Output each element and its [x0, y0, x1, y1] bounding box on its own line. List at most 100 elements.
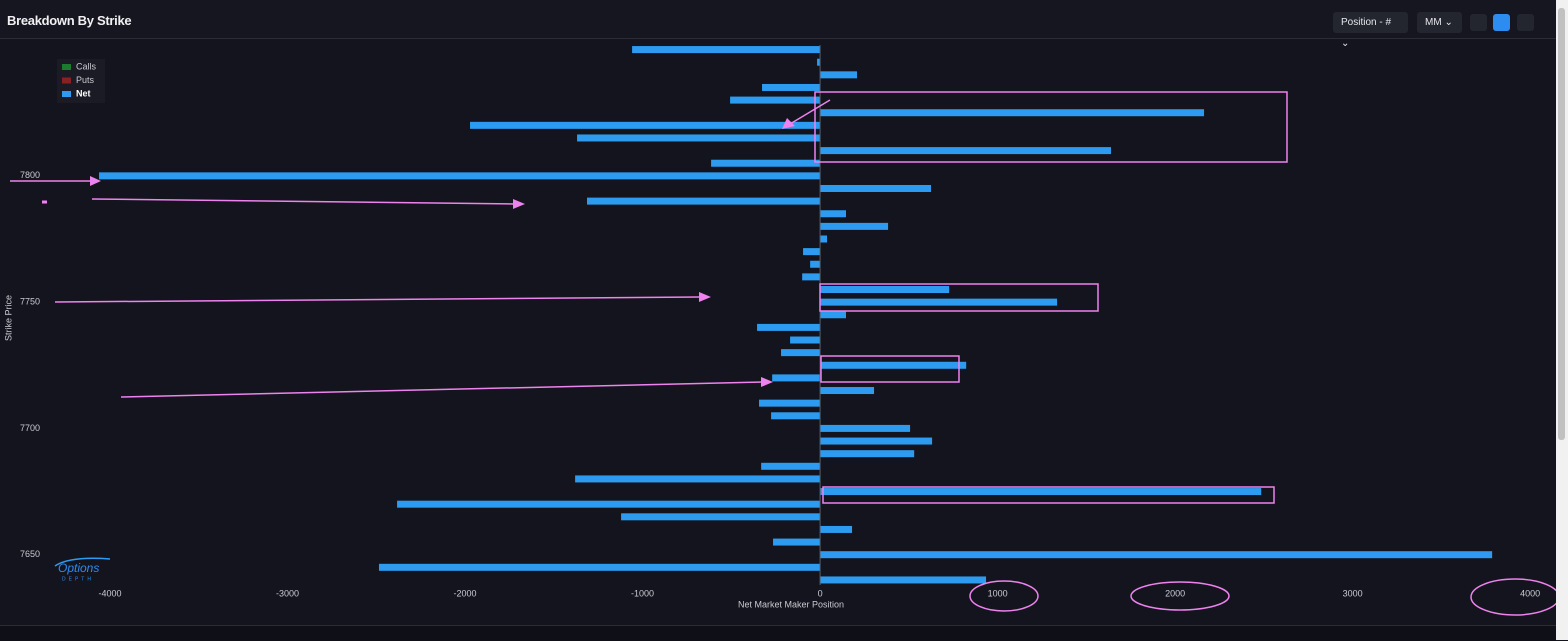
logo: Options DEPTH — [54, 557, 111, 582]
bar — [820, 222, 889, 230]
bar — [820, 576, 987, 584]
bar — [621, 513, 821, 521]
arrowhead — [90, 176, 101, 186]
bar — [802, 273, 821, 281]
bar — [803, 248, 821, 256]
annotation-box — [820, 355, 960, 383]
arrowhead — [699, 292, 711, 302]
annotation-box — [822, 486, 1275, 504]
bar — [632, 46, 821, 54]
legend-swatch — [62, 91, 71, 97]
bar — [762, 83, 821, 91]
bar — [820, 424, 911, 432]
bar — [820, 488, 1262, 496]
annotation-ellipse — [1130, 581, 1230, 611]
bar — [820, 71, 858, 79]
legend: Calls Puts Net — [62, 61, 97, 98]
bar — [730, 96, 821, 104]
footer-bar — [0, 625, 1556, 641]
bar — [470, 121, 821, 129]
y-axis-label: Strike Price — [3, 295, 13, 341]
bar — [820, 109, 1205, 117]
bar — [820, 147, 1112, 155]
mm-dropdown[interactable]: MM ⌄ — [1417, 12, 1462, 33]
annotations — [10, 91, 1556, 616]
bar — [757, 323, 821, 331]
bar — [820, 525, 853, 533]
annotation-ellipse — [1470, 578, 1556, 616]
panel-title: Breakdown By Strike — [7, 13, 132, 28]
x-tick-label: 1000 — [988, 588, 1008, 598]
y-tick-label: 7800 — [20, 170, 40, 180]
x-tick-label: -2000 — [454, 588, 477, 598]
bar — [575, 475, 821, 483]
bar — [820, 210, 847, 218]
bar — [820, 387, 875, 395]
logo-subtext: DEPTH — [62, 576, 94, 582]
fullscreen-button[interactable] — [1517, 14, 1534, 31]
y-tick-label: 7750 — [20, 297, 40, 307]
annotation-arrow — [91, 198, 516, 205]
annotation-arrow — [789, 99, 831, 125]
bar — [820, 450, 915, 458]
bar — [790, 336, 821, 344]
bar — [711, 159, 821, 167]
annotation-ellipse — [969, 580, 1039, 612]
bar — [772, 374, 821, 382]
x-tick-label: -4000 — [99, 588, 122, 598]
settings-button[interactable] — [1470, 14, 1487, 31]
bar — [378, 563, 821, 571]
bar — [397, 500, 821, 508]
annotation-arrow — [120, 381, 764, 398]
arrowhead — [782, 118, 795, 129]
logo-text: Options — [58, 561, 99, 575]
bar — [761, 462, 821, 470]
link-button[interactable] — [1493, 14, 1510, 31]
x-tick-label: 0 — [818, 588, 823, 598]
legend-swatch — [62, 64, 71, 70]
plot-area: -4000 -3000 -2000 -1000 0 1000 2000 3000 4000 765… — [20, 45, 1540, 598]
legend-label: Net — [76, 88, 91, 98]
scrollbar-thumb[interactable] — [1558, 8, 1565, 440]
legend-label: Puts — [76, 75, 95, 85]
y-tick-label: 7650 — [20, 549, 40, 559]
x-tick-label: -1000 — [631, 588, 654, 598]
x-tick-label: 4000 — [1520, 588, 1540, 598]
bar — [820, 235, 828, 243]
bar — [820, 184, 932, 192]
x-axis-label: Net Market Maker Position — [738, 599, 844, 609]
arrowhead — [761, 377, 773, 387]
x-tick-label: 2000 — [1165, 588, 1185, 598]
header-bar: Breakdown By Strike Position - # ⌄ MM ⌄ — [0, 0, 1556, 49]
bar — [587, 197, 821, 205]
dropdown-label: Position - # — [1341, 17, 1392, 28]
y-tick-label: 7700 — [20, 423, 40, 433]
logo-swoosh — [54, 557, 111, 567]
legend-swatch — [62, 77, 71, 84]
bar — [577, 134, 821, 142]
bar — [759, 399, 821, 407]
annotation-box — [819, 283, 1099, 312]
bar — [820, 311, 847, 319]
arrowhead — [513, 199, 525, 209]
bar — [810, 260, 821, 268]
bar — [820, 437, 933, 445]
bar — [771, 412, 821, 420]
arrowheads — [90, 118, 795, 387]
legend-label: Calls — [76, 61, 97, 71]
bar — [820, 286, 950, 294]
annotation-box — [814, 91, 1288, 163]
bar — [99, 172, 821, 180]
bar — [820, 298, 1058, 306]
chart: -4000 -3000 -2000 -1000 0 1000 2000 3000 4000 765… — [3, 45, 1556, 616]
x-tick-label: 3000 — [1343, 588, 1363, 598]
bar — [773, 538, 821, 546]
x-tick-label: -3000 — [276, 588, 299, 598]
dropdown-label: MM — [1425, 17, 1442, 28]
bar — [817, 58, 821, 66]
bar — [820, 361, 967, 369]
position-dropdown[interactable]: Position - # ⌄ — [1333, 12, 1408, 49]
bar — [781, 349, 821, 357]
bar — [820, 551, 1493, 559]
